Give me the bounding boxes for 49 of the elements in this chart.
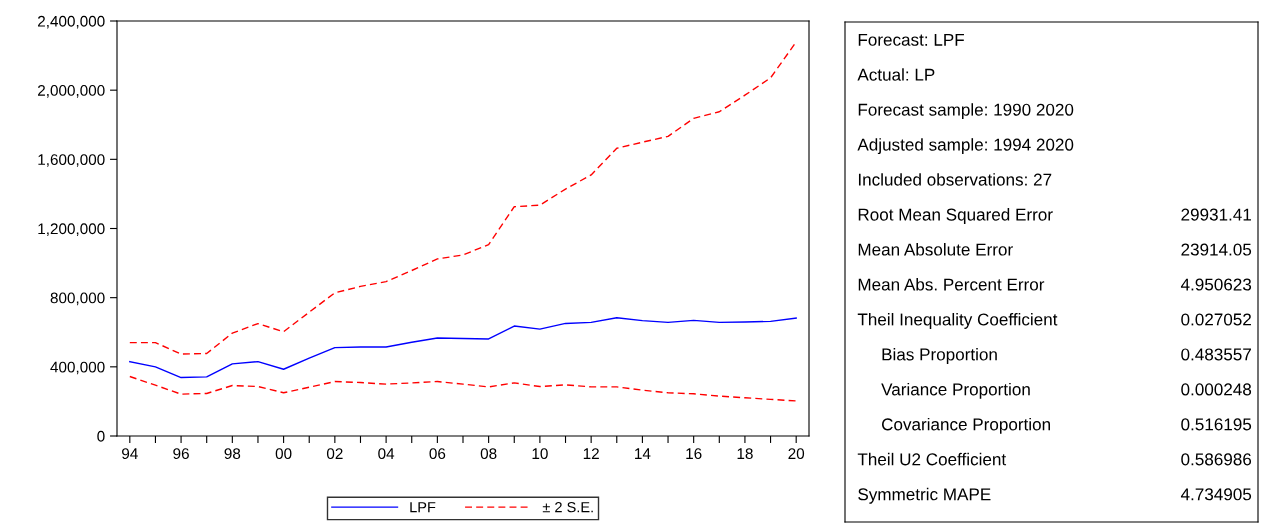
y-tick-label: 2,400,000 [38, 15, 105, 29]
y-tick-label: 1,200,000 [38, 223, 105, 236]
x-tick-label: 98 [224, 448, 241, 460]
text: 29931.41 [1181, 208, 1251, 221]
line-series [129, 41, 797, 355]
x-tick-label: 12 [583, 448, 599, 459]
x-tick-label: 96 [173, 448, 189, 460]
legend-label: LPF [410, 502, 436, 513]
line-series [129, 375, 797, 402]
y-tick-label: 2,000,000 [38, 85, 105, 98]
category-label: Adjusted sample: 1994 2020 [857, 138, 1074, 155]
category-label: Actual: LP [857, 68, 935, 81]
line-series [129, 317, 797, 379]
category-label: Variance Proportion [881, 382, 1030, 399]
category-label: Theil U2 Coefficient [857, 452, 1007, 466]
x-tick-label: 00 [275, 448, 292, 460]
category-label: Covariance Proportion [881, 417, 1050, 434]
x-tick-label: 14 [635, 448, 651, 459]
x-tick-label: 20 [788, 448, 805, 460]
category-label: Mean Abs. Percent Error [858, 278, 1045, 291]
category-label: Root Mean Squared Error [858, 208, 1053, 225]
category-label: Symmetric MAPE [858, 487, 991, 504]
text: 23914.05 [1181, 243, 1252, 256]
category-label: Theil Inequality Coefficient [857, 312, 1058, 329]
legend-label: ± 2 S.E. [542, 502, 593, 513]
x-tick-label: 06 [429, 448, 446, 460]
y-tick-label: 400,000 [50, 361, 105, 375]
x-tick-label: 04 [378, 448, 395, 460]
x-tick-label: 10 [532, 448, 548, 460]
y-tick-label: 0 [97, 430, 105, 442]
x-tick-label: 16 [686, 448, 702, 460]
x-tick-label: 02 [326, 448, 343, 460]
category-label: Included observations: 27 [858, 173, 1052, 186]
x-tick-label: 08 [480, 448, 497, 460]
text: 4.734905 [1180, 488, 1252, 501]
text: 0.516195 [1181, 418, 1252, 431]
y-tick-label: 1,600,000 [38, 154, 105, 167]
category-label: Bias Proportion [882, 347, 997, 364]
text: 0.586986 [1181, 453, 1252, 466]
x-tick-label: 94 [122, 448, 138, 460]
text: 0.483557 [1181, 348, 1251, 361]
text: 0.027052 [1181, 313, 1251, 326]
category-label: Mean Absolute Error [858, 243, 1013, 256]
category-label: Forecast sample: 1990 2020 [858, 103, 1074, 120]
x-tick-label: 18 [737, 448, 753, 460]
text: 0.000248 [1181, 383, 1252, 396]
y-tick-label: 800,000 [50, 292, 105, 306]
category-label: Forecast: LPF [858, 33, 964, 46]
text: 4.950623 [1180, 278, 1252, 291]
